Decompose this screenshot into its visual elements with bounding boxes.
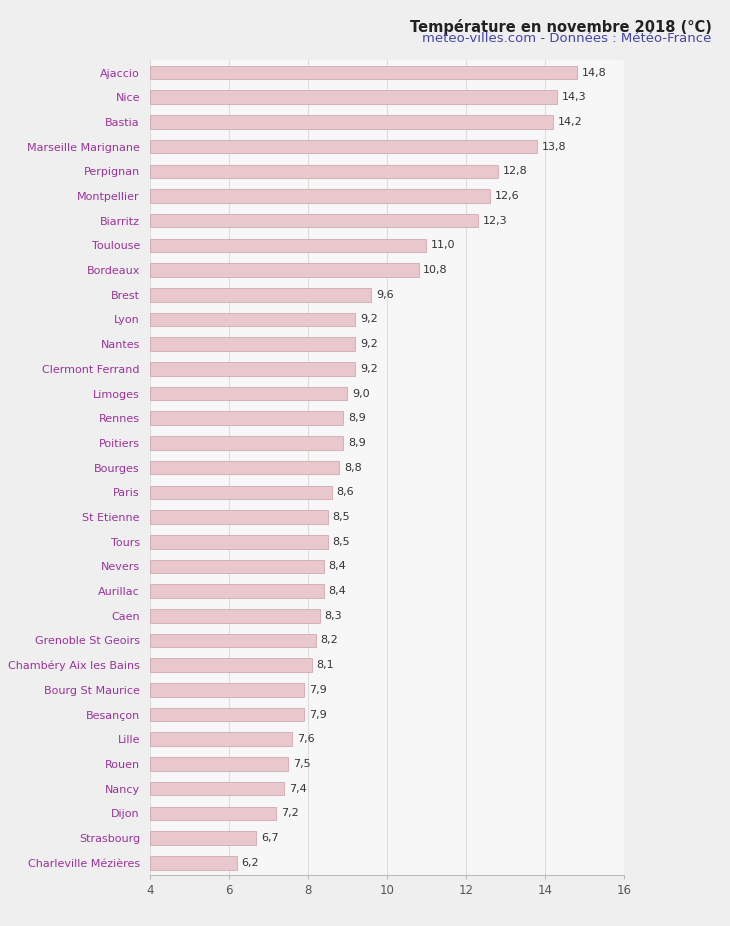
Text: 14,8: 14,8 (581, 68, 606, 78)
Bar (150, 658, 312, 672)
Bar (150, 732, 292, 746)
Bar (150, 140, 537, 154)
Text: 9,0: 9,0 (352, 389, 369, 398)
Text: 7,6: 7,6 (296, 734, 315, 745)
Text: 8,4: 8,4 (328, 586, 346, 596)
Text: meteo-villes.com - Données : Météo-France: meteo-villes.com - Données : Météo-Franc… (423, 32, 712, 45)
Bar (150, 633, 315, 647)
Bar (150, 263, 418, 277)
Bar (150, 609, 320, 622)
Bar (150, 189, 490, 203)
Text: 11,0: 11,0 (431, 241, 456, 250)
Text: 8,2: 8,2 (320, 635, 338, 645)
Text: 8,4: 8,4 (328, 561, 346, 571)
Text: 8,3: 8,3 (324, 611, 342, 620)
Bar (150, 510, 328, 524)
Bar (150, 411, 343, 425)
Bar (150, 856, 237, 870)
Bar (150, 485, 331, 499)
Text: Température en novembre 2018 (°C): Température en novembre 2018 (°C) (410, 19, 712, 34)
Bar (150, 214, 478, 228)
Bar (150, 461, 339, 474)
Text: 7,9: 7,9 (309, 685, 326, 694)
Text: 9,6: 9,6 (376, 290, 393, 300)
Bar (150, 584, 323, 598)
Text: 7,9: 7,9 (309, 709, 326, 720)
Bar (150, 337, 356, 351)
Bar (150, 66, 577, 80)
Text: 8,5: 8,5 (332, 512, 350, 522)
Text: 6,2: 6,2 (242, 857, 259, 868)
Text: 14,2: 14,2 (558, 117, 583, 127)
Text: 14,3: 14,3 (561, 93, 586, 102)
Bar (150, 707, 304, 721)
Bar (150, 559, 323, 573)
Bar (150, 807, 276, 820)
Text: 8,5: 8,5 (332, 537, 350, 546)
Bar (150, 165, 498, 178)
Text: 9,2: 9,2 (360, 364, 377, 374)
Text: 8,1: 8,1 (317, 660, 334, 670)
Text: 12,8: 12,8 (502, 167, 527, 176)
Text: 8,9: 8,9 (348, 413, 366, 423)
Bar (150, 239, 426, 252)
Text: 9,2: 9,2 (360, 315, 377, 324)
Text: 8,8: 8,8 (344, 463, 362, 472)
Text: 7,5: 7,5 (293, 759, 310, 769)
Text: 13,8: 13,8 (542, 142, 566, 152)
Bar (150, 757, 288, 770)
Text: 7,4: 7,4 (289, 783, 307, 794)
Text: 9,2: 9,2 (360, 339, 377, 349)
Bar (150, 683, 304, 696)
Text: 12,3: 12,3 (483, 216, 507, 226)
Bar (150, 782, 284, 795)
Text: 10,8: 10,8 (423, 265, 448, 275)
Text: 8,9: 8,9 (348, 438, 366, 448)
Text: 6,7: 6,7 (261, 833, 279, 843)
Bar (150, 832, 256, 845)
Bar (150, 91, 557, 104)
Bar (150, 362, 356, 376)
Bar (150, 115, 553, 129)
Bar (150, 436, 343, 450)
Bar (150, 288, 371, 302)
Bar (150, 535, 328, 548)
Text: 12,6: 12,6 (494, 191, 519, 201)
Text: 8,6: 8,6 (337, 487, 354, 497)
Text: 7,2: 7,2 (281, 808, 299, 819)
Bar (150, 387, 347, 400)
Bar (150, 313, 356, 326)
